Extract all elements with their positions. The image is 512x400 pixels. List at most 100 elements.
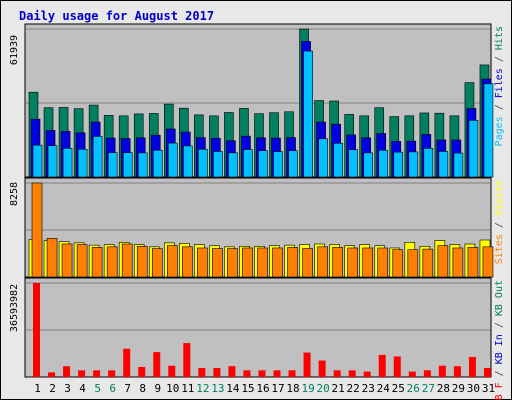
x-tick-label-day-29: 29: [452, 382, 465, 395]
bar-sites-day-12: [197, 247, 208, 278]
bar-kb-f-day-15: [243, 370, 251, 377]
bar-sites-day-14: [227, 248, 238, 278]
x-tick-label-day-2: 2: [49, 382, 56, 395]
bar-sites-day-24: [377, 247, 389, 278]
bar-kb-f-day-16: [258, 370, 266, 377]
bar-pages-day-4: [77, 148, 88, 178]
x-tick-label-day-30: 30: [467, 382, 480, 395]
bar-pages-day-31: [483, 83, 494, 178]
bar-kb-f-day-22: [348, 370, 356, 377]
x-tick-label-day-25: 25: [392, 382, 405, 395]
x-tick-label-day-22: 22: [347, 382, 360, 395]
bar-kb-f-day-5: [93, 370, 101, 377]
bar-sites-day-17: [272, 247, 283, 278]
x-tick-label-day-8: 8: [139, 382, 146, 395]
bar-sites-day-8: [136, 245, 148, 278]
panel-requests-ymax-label: 61939: [9, 35, 20, 65]
bar-sites-day-19: [302, 248, 313, 278]
bar-pages-day-30: [468, 120, 479, 178]
bar-kb-f-day-8: [138, 366, 146, 377]
bar-pages-day-7: [122, 152, 133, 178]
legend-entry: KB Out: [494, 280, 505, 316]
x-tick-label-day-11: 11: [181, 382, 194, 395]
legend-entry: /: [494, 364, 505, 382]
bar-sites-day-18: [287, 247, 298, 278]
legend-entry: Sites: [494, 234, 505, 264]
bar-kb-f-day-24: [378, 354, 386, 377]
legend-entry: KB In: [494, 334, 505, 364]
legend-entry: Pages: [494, 116, 505, 146]
bar-kb-f-day-9: [153, 352, 161, 377]
bar-pages-day-16: [258, 150, 268, 178]
legend-entry: /: [494, 316, 505, 334]
bar-kb-f-day-30: [468, 356, 476, 377]
bar-sites-day-15: [242, 247, 253, 278]
bar-sites-day-29: [452, 247, 464, 278]
legend-entry: Visits: [494, 180, 505, 216]
bar-kb-f-day-2: [48, 372, 56, 377]
bar-pages-day-12: [198, 148, 208, 178]
bar-kb-f-day-18: [288, 370, 296, 377]
bar-sites-day-25: [392, 249, 404, 278]
x-tick-label-day-21: 21: [332, 382, 345, 395]
x-tick-label-day-3: 3: [64, 382, 71, 395]
bar-sites-day-26: [407, 249, 419, 278]
panel-traffic-background: [24, 277, 492, 378]
bar-kb-f-day-27: [423, 370, 431, 377]
bar-pages-day-9: [152, 149, 163, 178]
x-tick-label-day-18: 18: [286, 382, 299, 395]
bar-pages-day-22: [348, 149, 358, 178]
x-tick-label-day-24: 24: [377, 382, 391, 395]
x-tick-label-day-9: 9: [154, 382, 161, 395]
x-tick-label-day-14: 14: [226, 382, 240, 395]
bar-kb-f-day-17: [273, 370, 281, 377]
x-tick-label-day-17: 17: [271, 382, 284, 395]
bar-pages-day-18: [288, 150, 298, 178]
bar-kb-f-day-11: [183, 343, 191, 377]
bar-pages-day-5: [92, 136, 103, 178]
bar-sites-day-11: [182, 246, 193, 278]
bar-pages-day-6: [107, 152, 118, 178]
bar-sites-day-3: [61, 243, 73, 278]
bar-pages-day-11: [183, 145, 193, 178]
bar-sites-day-23: [362, 247, 374, 278]
bar-sites-day-21: [332, 247, 343, 278]
x-tick-label-day-28: 28: [437, 382, 450, 395]
bar-pages-day-26: [408, 151, 419, 178]
bar-kb-f-day-29: [453, 366, 461, 377]
bar-pages-day-15: [243, 149, 253, 178]
bar-sites-day-5: [91, 247, 103, 278]
bar-pages-day-23: [363, 152, 374, 178]
bar-pages-day-28: [438, 151, 449, 178]
bar-pages-day-2: [47, 145, 58, 178]
bar-sites-day-1: [31, 182, 43, 278]
bar-sites-day-6: [106, 246, 118, 278]
bar-kb-f-day-20: [318, 360, 326, 377]
bar-sites-day-2: [46, 237, 58, 278]
bar-kb-f-day-1: [33, 283, 40, 377]
bar-kb-f-day-10: [168, 365, 176, 377]
x-tick-label-day-16: 16: [256, 382, 269, 395]
bar-pages-day-10: [167, 142, 178, 178]
bar-pages-day-14: [228, 152, 238, 178]
bar-kb-f-day-6: [108, 370, 116, 377]
bar-sites-day-13: [212, 248, 223, 278]
bar-sites-day-10: [166, 245, 178, 278]
bar-sites-day-27: [422, 248, 434, 278]
x-tick-label-day-23: 23: [362, 382, 375, 395]
legend-entry: KB F: [494, 382, 505, 400]
legend-entry: Hits: [494, 26, 505, 50]
bar-pages-day-21: [333, 143, 343, 178]
bar-pages-day-1: [32, 144, 43, 178]
bar-kb-f-day-21: [333, 370, 341, 377]
bar-kb-f-day-25: [393, 356, 401, 377]
x-tick-label-day-5: 5: [94, 382, 101, 395]
bar-pages-day-29: [453, 152, 464, 178]
legend-entry: Files: [494, 68, 505, 98]
panel-traffic-legend: KB F / KB In / KB Out: [494, 280, 505, 400]
bar-sites-day-20: [317, 246, 328, 278]
x-tick-label-day-4: 4: [79, 382, 86, 395]
bar-pages-day-27: [423, 148, 434, 178]
bar-pages-day-13: [213, 151, 223, 178]
